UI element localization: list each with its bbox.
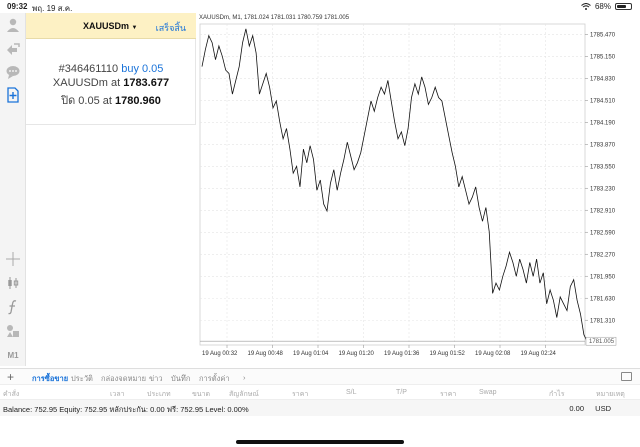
y-tick-label: 1785.150 — [590, 54, 616, 60]
order-number: #346461110 — [58, 63, 119, 75]
chart-canvas[interactable]: 1785.470 1785.150 1784.830 1784.510 1784.190… — [196, 13, 640, 368]
x-tick-label: 19 Aug 02:08 — [475, 351, 511, 357]
y-tick-label: 1784.190 — [590, 120, 616, 126]
close-panel-icon[interactable] — [621, 372, 632, 381]
tab-mailbox[interactable]: กล่องจดหมาย — [101, 374, 147, 383]
x-tick-label: 19 Aug 00:32 — [202, 351, 238, 357]
col-profit: กำไร — [549, 391, 565, 398]
open-price: 1783.677 — [123, 77, 170, 89]
status-right: 68% — [581, 2, 632, 11]
done-button[interactable]: เสร็จสิ้น — [155, 23, 186, 33]
col-sl: S/L — [346, 389, 357, 396]
battery-percent: 68% — [594, 2, 611, 11]
balance-summary: Balance: 752.95 Equity: 752.95 หลักประกั… — [3, 405, 249, 414]
col-swap: Swap — [479, 389, 497, 396]
new-order-icon[interactable] — [4, 86, 22, 104]
order-confirmation: #346461110 buy 0.05 XAUUSDm at 1783.677 … — [26, 39, 196, 125]
crosshair-icon[interactable] — [4, 250, 22, 268]
y-tick-label: 1781.950 — [590, 274, 616, 280]
col-price-current: ราคา — [440, 391, 457, 398]
plus-icon[interactable]: + — [7, 370, 15, 384]
price-chart[interactable]: XAUUSDm, M1, 1781.024 1781.031 1780.759 … — [196, 13, 640, 368]
y-tick-label: 1782.590 — [590, 230, 616, 236]
timeframe-button[interactable]: M1 — [7, 350, 19, 360]
x-tick-label: 19 Aug 00:48 — [248, 351, 284, 357]
total-profit: 0.00 — [569, 404, 584, 413]
currency: USD — [595, 404, 611, 413]
home-indicator — [236, 440, 404, 444]
price-line — [201, 28, 595, 343]
y-tick-label: 1783.550 — [590, 164, 616, 170]
order-line-2: XAUUSDm at 1783.677 — [26, 77, 196, 89]
order-line-1: #346461110 buy 0.05 — [26, 63, 196, 75]
chart-title: XAUUSDm, M1, 1781.024 1781.031 1780.759 … — [199, 15, 350, 21]
plot-frame — [199, 23, 586, 346]
tab-journal[interactable]: บันทึก — [171, 374, 191, 383]
close-price: 1780.960 — [115, 95, 161, 107]
x-tick-label: 19 Aug 01:04 — [293, 351, 329, 357]
close-text: ปิด 0.05 at — [61, 95, 112, 107]
col-symbol: สัญลักษณ์ — [229, 391, 259, 398]
col-type: ประเภท — [147, 391, 171, 398]
y-tick-label: 1784.510 — [590, 98, 616, 104]
account-icon[interactable] — [4, 16, 22, 34]
y-tick-label: 1782.910 — [590, 208, 616, 214]
col-size: ขนาด — [192, 391, 211, 398]
tab-settings[interactable]: การตั้งค่า — [199, 374, 230, 383]
tab-news[interactable]: ข่าว — [149, 374, 163, 383]
y-tick-label: 1783.870 — [590, 142, 616, 148]
tab-trade[interactable]: การซื้อขาย — [32, 374, 69, 383]
caret-down-icon: ▼ — [131, 25, 138, 31]
indicator-icon[interactable] — [4, 274, 22, 292]
y-tick-label: 1785.470 — [590, 32, 616, 38]
order-panel-header: XAUUSDm ▼ เสร็จสิ้น — [26, 13, 196, 39]
col-time: เวลา — [110, 391, 125, 398]
order-line-3: ปิด 0.05 at 1780.960 — [26, 91, 196, 109]
col-comment: หมายเหตุ — [596, 391, 625, 398]
col-order: คำสั่ง — [3, 391, 20, 398]
x-tick-label: 19 Aug 01:36 — [384, 351, 420, 357]
trade-table-header: คำสั่ง เวลา ประเภท ขนาด สัญลักษณ์ ราคา S… — [0, 384, 640, 400]
objects-icon[interactable] — [4, 322, 22, 340]
status-date: พฤ. 19 ส.ค. — [32, 4, 73, 13]
toolbox-tabs: + การซื้อขาย ประวัติ กล่องจดหมาย ข่าว บั… — [0, 368, 640, 384]
y-tick-label: 1781.310 — [590, 318, 616, 324]
order-action: buy 0.05 — [121, 63, 164, 75]
status-bar: 09:32 พฤ. 19 ส.ค. 68% — [0, 0, 640, 13]
col-tp: T/P — [396, 389, 407, 396]
current-price-box — [585, 336, 617, 346]
x-tick-label: 19 Aug 01:20 — [339, 351, 375, 357]
status-time: 09:32 — [7, 2, 28, 11]
left-toolbar: M1 — [0, 13, 26, 366]
trade-icon[interactable] — [4, 40, 22, 58]
chevron-right-icon[interactable]: › — [243, 373, 246, 382]
chat-icon[interactable] — [4, 63, 22, 81]
order-symbol-text: XAUUSDm at — [52, 77, 121, 89]
wifi-icon — [581, 3, 591, 10]
symbol-label: XAUUSDm — [83, 21, 130, 31]
y-tick-label: 1783.230 — [590, 186, 616, 192]
y-tick-label: 1781.630 — [590, 296, 616, 302]
function-icon[interactable] — [4, 298, 22, 316]
y-tick-label: 1782.270 — [590, 252, 616, 258]
x-tick-label: 19 Aug 01:52 — [430, 351, 466, 357]
battery-icon — [615, 3, 632, 10]
balance-row: Balance: 752.95 Equity: 752.95 หลักประกั… — [0, 400, 640, 416]
y-tick-label: 1784.830 — [590, 76, 616, 82]
col-price: ราคา — [292, 391, 309, 398]
current-price-label: 1781.005 — [589, 339, 615, 345]
tab-history[interactable]: ประวัติ — [71, 374, 93, 383]
symbol-selector[interactable]: XAUUSDm ▼ — [83, 21, 137, 31]
x-tick-label: 19 Aug 02:24 — [521, 351, 557, 357]
